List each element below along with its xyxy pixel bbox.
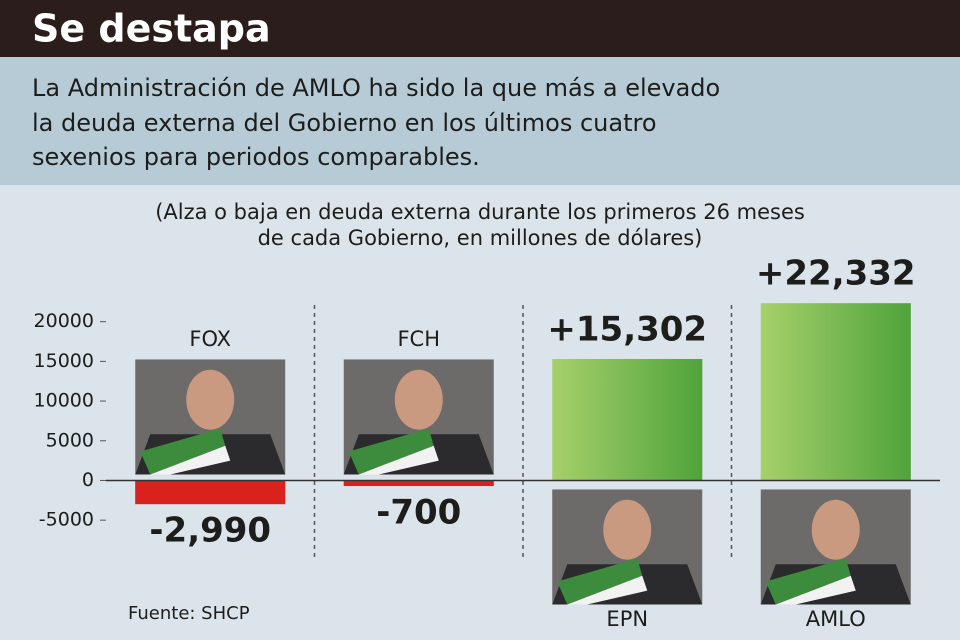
x-tick-label: AMLO bbox=[806, 607, 866, 631]
photo-sash-white bbox=[150, 445, 231, 475]
value-label: -700 bbox=[376, 493, 461, 533]
note: de cada Gobierno, en millones de dólares… bbox=[258, 226, 703, 250]
subtitle: sexenios para periodos comparables. bbox=[32, 143, 480, 171]
x-tick-label: FOX bbox=[189, 327, 231, 351]
y-tick-label: -5000 bbox=[39, 509, 94, 531]
x-tick-label: FCH bbox=[397, 327, 440, 351]
photo-face bbox=[394, 369, 443, 430]
y-tick-label: 5000 bbox=[46, 429, 94, 451]
bar bbox=[343, 480, 494, 487]
photo-face bbox=[811, 499, 860, 560]
photo-sash-green bbox=[348, 428, 434, 475]
photo-sash-white bbox=[567, 575, 648, 605]
photo-sash-white bbox=[358, 445, 439, 475]
photo-sash-green bbox=[557, 558, 643, 605]
photo-sash-green bbox=[765, 558, 851, 605]
y-tick-label: 15000 bbox=[34, 350, 94, 372]
y-tick-label: 20000 bbox=[34, 310, 94, 332]
source: Fuente: SHCP bbox=[128, 603, 250, 624]
chart-title: Se destapa bbox=[32, 7, 271, 51]
value-label: -2,990 bbox=[149, 511, 271, 551]
y-tick-label: 10000 bbox=[34, 390, 94, 412]
value-label: +22,332 bbox=[756, 254, 916, 294]
subtitle: La Administración de AMLO ha sido la que… bbox=[32, 74, 720, 102]
photo-face bbox=[603, 499, 652, 560]
y-tick-label: 0 bbox=[82, 469, 94, 491]
note: (Alza o baja en deuda externa durante lo… bbox=[155, 200, 805, 224]
subtitle: la deuda externa del Gobierno en los últ… bbox=[32, 109, 657, 137]
photo-sash-white bbox=[775, 575, 856, 605]
bar bbox=[760, 303, 911, 481]
header-band bbox=[0, 0, 960, 57]
photo-face bbox=[186, 369, 235, 430]
subtitle-band bbox=[0, 57, 960, 185]
x-tick-label: EPN bbox=[606, 607, 648, 631]
bar bbox=[552, 358, 703, 481]
photo-sash-green bbox=[140, 428, 226, 475]
bar bbox=[135, 480, 286, 505]
value-label: +15,302 bbox=[547, 309, 707, 349]
